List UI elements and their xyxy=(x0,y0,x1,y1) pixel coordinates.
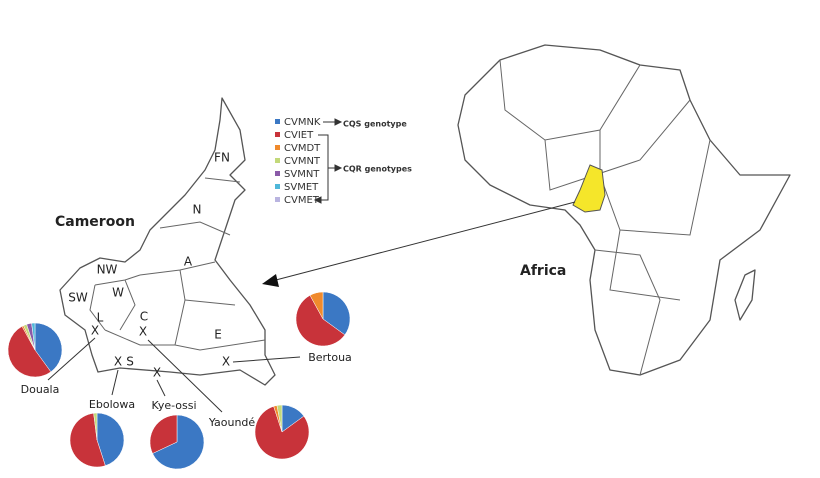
pie-slice xyxy=(7,326,52,378)
site-marker: X xyxy=(139,325,147,339)
pie-slice xyxy=(69,412,106,468)
city-label: Kye-ossi xyxy=(151,399,196,412)
city-label: Yaoundé xyxy=(208,416,256,429)
region-label: FN xyxy=(214,151,230,165)
legend-label: SVMET xyxy=(284,182,319,193)
legend-swatch xyxy=(275,132,280,137)
site-marker: X xyxy=(114,355,122,369)
region-label: C xyxy=(140,310,148,324)
legend-swatch xyxy=(275,184,280,189)
continent-label: Africa xyxy=(520,263,566,279)
site-marker: X xyxy=(222,355,230,369)
pie-slice xyxy=(93,412,98,441)
legend-label: CVMNK xyxy=(284,117,321,128)
cameroon-highlight xyxy=(572,164,606,213)
legend-swatch xyxy=(275,119,280,124)
city-label: Ebolowa xyxy=(89,398,135,411)
legend-label: CVMDT xyxy=(284,143,321,154)
pie-slice xyxy=(322,291,351,336)
region-label: NW xyxy=(97,263,118,277)
legend-label: CVMNT xyxy=(284,156,321,167)
pie-slice xyxy=(276,404,283,433)
site-marker: X xyxy=(91,324,99,338)
site-arrows xyxy=(47,337,301,413)
arrow-head xyxy=(262,274,279,287)
region-label: E xyxy=(214,328,222,342)
legend-swatch xyxy=(275,158,280,163)
legend-swatch xyxy=(275,197,280,202)
legend-label: SVMNT xyxy=(284,169,320,180)
pie-slice xyxy=(309,291,324,320)
pie-slice xyxy=(34,322,63,373)
pie-slice xyxy=(96,412,125,466)
region-label: SW xyxy=(68,291,88,305)
legend-swatch xyxy=(275,171,280,176)
legend-swatch xyxy=(275,145,280,150)
region-borders xyxy=(89,177,266,351)
africa-borders xyxy=(499,59,711,376)
region-label: W xyxy=(112,286,124,300)
region-label: S xyxy=(126,355,134,369)
cqs-label: CQS genotype xyxy=(343,120,407,129)
city-label: Bertoua xyxy=(308,351,352,364)
region-label: A xyxy=(184,255,193,269)
site-marker: X xyxy=(153,366,161,380)
country-label: Cameroon xyxy=(55,214,135,230)
pie-slice xyxy=(149,414,178,454)
pie-slice xyxy=(31,322,36,351)
legend-label: CVIET xyxy=(284,130,314,141)
region-label: N xyxy=(193,203,202,217)
pointer-arrow xyxy=(271,201,576,282)
pie-slice xyxy=(254,406,310,460)
cameroon-outline xyxy=(59,97,276,386)
africa-outline xyxy=(457,44,791,376)
legend-brackets xyxy=(313,118,343,204)
pie-slice xyxy=(152,414,205,470)
pie-slice xyxy=(295,295,346,347)
legend-label: CVMET xyxy=(284,195,320,206)
city-label: Douala xyxy=(21,383,60,396)
region-label: L xyxy=(97,311,104,325)
cqr-label: CQR genotypes xyxy=(343,165,412,174)
madagascar xyxy=(734,269,756,321)
